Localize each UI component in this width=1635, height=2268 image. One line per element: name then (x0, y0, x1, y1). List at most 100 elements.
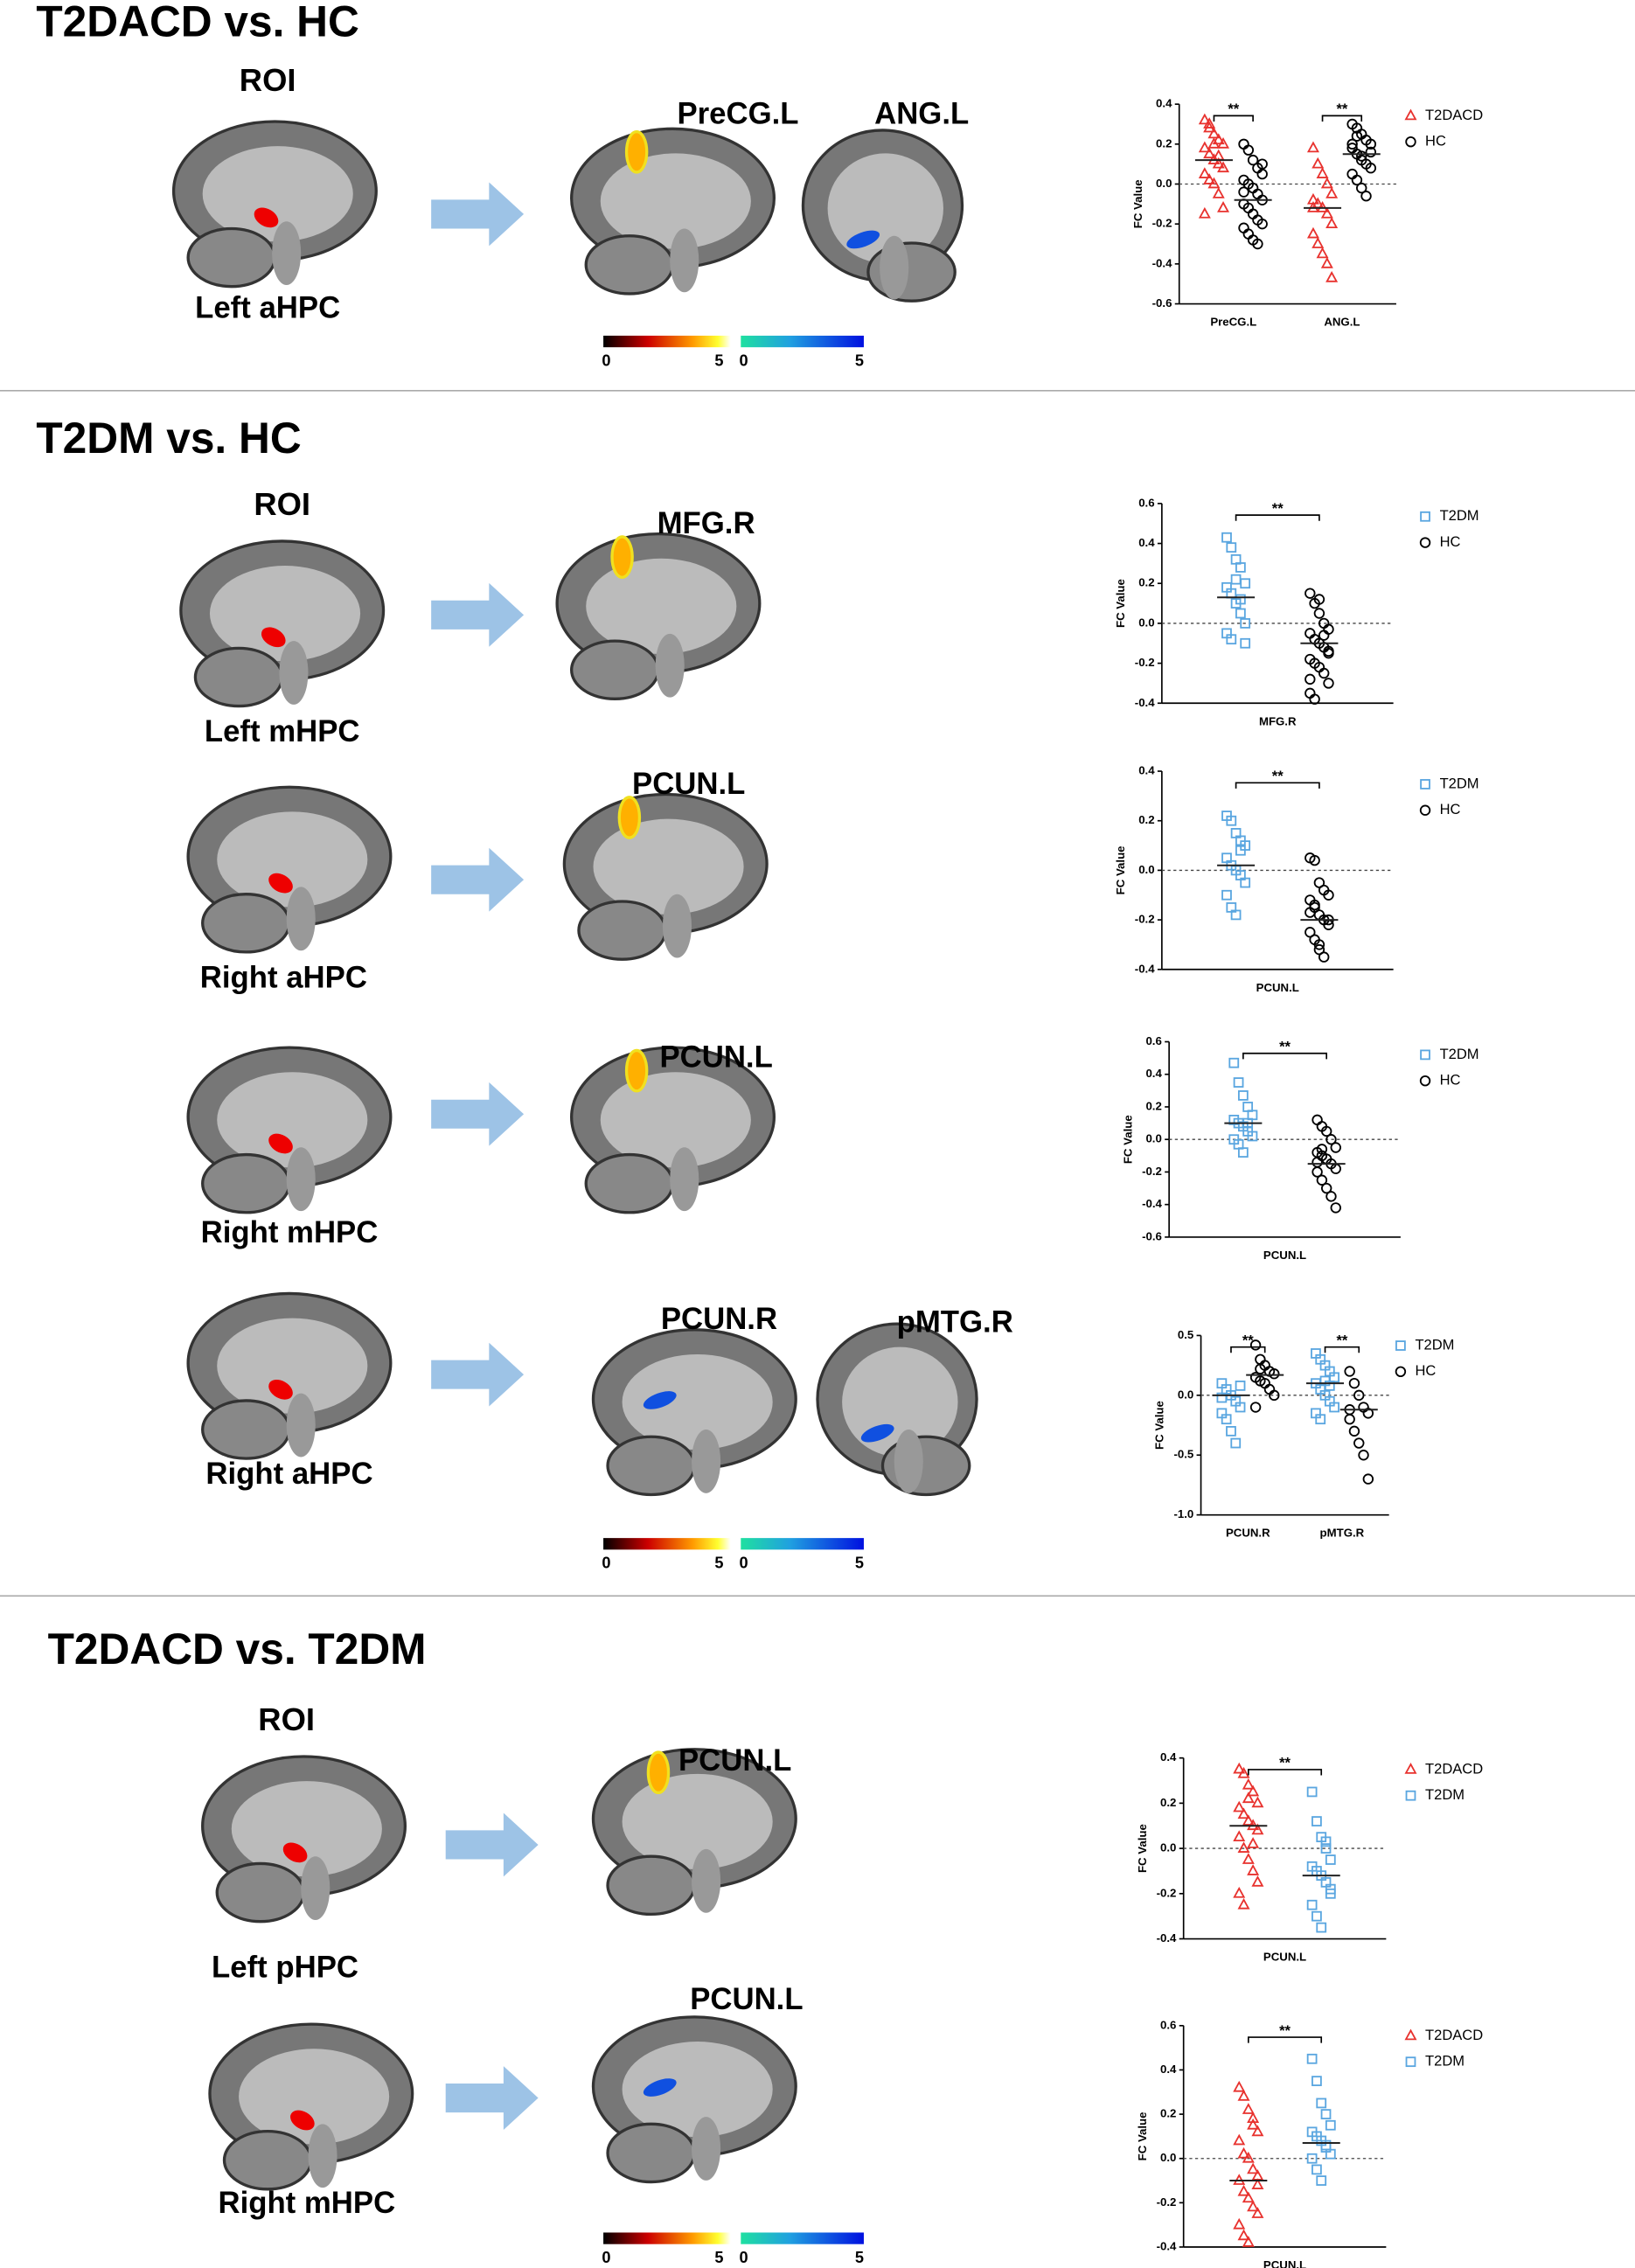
chart: -1.0 -0.5 0.0 0.5 FC Value PCUN.R ** pMTG.R ** T2… (1153, 1328, 1455, 1540)
data-point (1419, 537, 1431, 548)
significance-label: ** (1242, 1332, 1254, 1348)
roi-blob (261, 627, 286, 648)
data-point (1251, 1796, 1264, 1808)
arrow (445, 1812, 539, 1877)
data-point (1311, 1157, 1323, 1168)
data-point (1362, 1408, 1374, 1419)
data-point (1198, 167, 1211, 178)
data-point (1247, 154, 1259, 166)
cerebellum (577, 900, 667, 961)
data-point (1198, 206, 1211, 219)
arrow (445, 2066, 539, 2130)
x-tick-label: PCUN.L (1263, 2258, 1306, 2268)
data-point (1325, 270, 1339, 282)
data-point (1318, 630, 1330, 641)
y-tick-label: 0.4 (1160, 1750, 1177, 1764)
brain-white-matter (217, 811, 368, 908)
significance-label: ** (1272, 768, 1284, 784)
y-tick-label: -0.2 (1135, 913, 1155, 926)
cerebellum (186, 226, 277, 289)
data-point (1316, 2098, 1327, 2109)
y-tick-label: -0.4 (1157, 1931, 1177, 1944)
data-point (1306, 226, 1319, 239)
y-tick-label: -0.2 (1157, 2195, 1177, 2209)
region-label: PCUN.L (632, 768, 745, 801)
data-point (1237, 2146, 1250, 2159)
y-tick-label: -0.2 (1157, 1886, 1177, 1899)
cerebellum (584, 234, 675, 296)
roi-heading: ROI (258, 1701, 315, 1737)
y-tick-label: 0.0 (1156, 177, 1172, 190)
legend-label: T2DACD (1425, 1760, 1483, 1777)
legend-label: T2DACD (1425, 2027, 1483, 2043)
data-point (1395, 1366, 1407, 1378)
y-tick-label: 0.0 (1138, 616, 1154, 629)
brainstem (670, 1147, 699, 1212)
brainstem (894, 1430, 923, 1493)
brain-white-matter (622, 2042, 773, 2138)
significance-bracket (1247, 2036, 1323, 2043)
data-point (1240, 877, 1251, 888)
colorbar-label: 0 (740, 1555, 748, 1572)
y-tick-label: -0.2 (1142, 1165, 1162, 1178)
brain-image (186, 785, 393, 954)
data-point (1242, 1778, 1255, 1790)
data-point (1251, 1875, 1264, 1887)
arrow (431, 1342, 525, 1407)
brain-image (171, 120, 378, 289)
data-point (1221, 532, 1232, 543)
x-tick-label: PCUN.L (1263, 1951, 1306, 1964)
roi-blob (282, 1842, 308, 1863)
colorbar-label: 0 (740, 352, 748, 370)
y-axis-title: FC Value (1131, 179, 1144, 228)
colorbar-label: 5 (855, 2249, 864, 2266)
y-tick-label: 0.6 (1145, 1034, 1161, 1047)
data-point (1221, 1414, 1232, 1425)
data-point (1235, 608, 1246, 619)
legend-label: T2DM (1440, 775, 1479, 791)
brain-image (179, 539, 386, 708)
data-point (1348, 1425, 1360, 1437)
data-point (1237, 2184, 1250, 2196)
brain-white-matter (600, 1072, 751, 1168)
y-tick-label: 0.0 (1160, 2151, 1176, 2164)
cerebellum (201, 1399, 291, 1460)
data-point (1237, 1841, 1250, 1853)
data-point (1316, 247, 1329, 259)
brain-white-matter (202, 146, 353, 242)
data-point (1320, 1182, 1332, 1194)
colorbar (741, 1538, 864, 1550)
data-point (1242, 144, 1255, 156)
brain-image (186, 1046, 393, 1214)
data-point (1198, 113, 1211, 125)
activation-blob (643, 1391, 677, 1409)
data-point (1316, 1174, 1328, 1186)
y-tick-label: -1.0 (1173, 1507, 1193, 1520)
data-point (1316, 1922, 1327, 1933)
data-point (1344, 1366, 1355, 1377)
data-point (1318, 667, 1330, 679)
y-tick-label: 0.4 (1138, 536, 1155, 549)
colorbar (603, 335, 731, 348)
data-point (1226, 815, 1237, 826)
roi-blob (290, 2110, 315, 2131)
data-point (1217, 161, 1230, 173)
roi-blob (254, 207, 279, 228)
y-tick-label: -0.4 (1142, 1197, 1162, 1210)
brain-white-matter (600, 153, 751, 249)
colorbar-label: 5 (855, 352, 864, 370)
data-point (1233, 1077, 1244, 1088)
data-point (1255, 1363, 1266, 1374)
y-axis-title: FC Value (1114, 579, 1127, 628)
y-tick-label: 0.6 (1160, 2018, 1176, 2031)
data-point (1404, 108, 1417, 121)
data-point (1233, 2217, 1246, 2230)
region-label: pMTG.R (897, 1305, 1013, 1339)
significance-label: ** (1279, 1038, 1291, 1054)
data-point (1344, 1413, 1355, 1425)
legend-label: HC (1440, 801, 1461, 817)
colorbar-label: 5 (714, 1555, 723, 1572)
arrow (431, 847, 525, 912)
data-point (1405, 1790, 1416, 1801)
data-point (1351, 174, 1363, 186)
